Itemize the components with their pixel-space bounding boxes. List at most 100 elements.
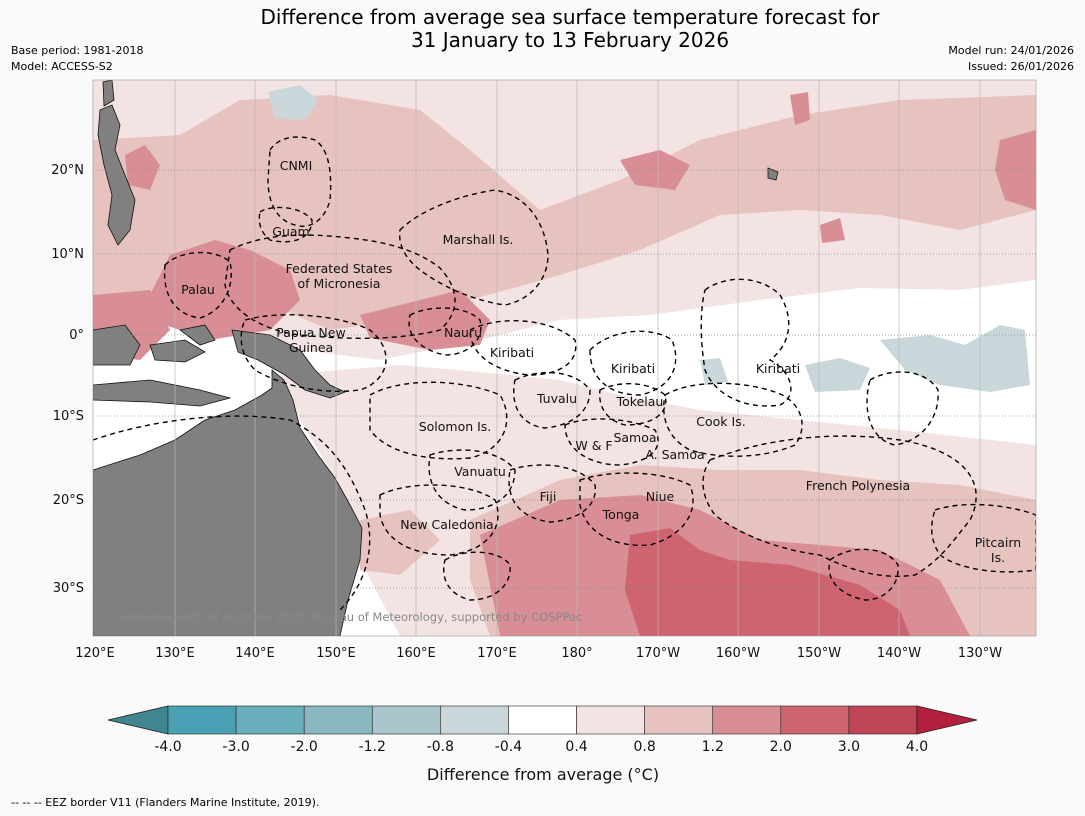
colorbar-tick-label: 2.0 bbox=[770, 739, 792, 755]
label-fsm-line-1: Federated States bbox=[286, 261, 393, 276]
label-kiribati-west: Kiribati bbox=[490, 345, 534, 360]
eez-new-caledonia bbox=[379, 484, 499, 556]
colorbar-tick-label: -2.0 bbox=[291, 739, 318, 755]
label-american-samoa: A. Samoa bbox=[645, 447, 704, 462]
anomaly-field bbox=[93, 80, 1036, 636]
colorbar-segment bbox=[235, 705, 305, 735]
label-kiribati-central: Kiribati bbox=[611, 361, 655, 376]
colorbar-tick-label: -0.4 bbox=[495, 739, 522, 755]
eez-cook bbox=[663, 382, 803, 457]
eez-tuvalu bbox=[513, 371, 591, 429]
indonesia-island-a bbox=[93, 324, 141, 366]
lon-tick-label: 130°W bbox=[958, 646, 1002, 661]
eez-footnote: -- -- -- EEZ border V11 (Flanders Marine… bbox=[11, 796, 320, 809]
issued-date: Issued: 26/01/2026 bbox=[967, 60, 1074, 73]
eez-kiribati-central bbox=[589, 330, 677, 396]
label-fiji: Fiji bbox=[540, 489, 557, 504]
eez-french-polynesia bbox=[702, 435, 977, 577]
colorbar-segment bbox=[712, 705, 782, 735]
philippines-land bbox=[97, 104, 136, 246]
colorbar-segment bbox=[780, 705, 850, 735]
colorbar-segment bbox=[644, 705, 714, 735]
colorbar-segment bbox=[371, 705, 441, 735]
lat-tick-label: 30°S bbox=[53, 581, 84, 596]
label-pitcairn-line-1: Pitcairn bbox=[975, 535, 1021, 550]
eez-guam bbox=[258, 206, 313, 243]
label-new-caledonia: New Caledonia bbox=[400, 517, 493, 532]
anomaly-cool-east-c bbox=[700, 358, 728, 385]
lon-tick-label: 170°E bbox=[477, 646, 517, 661]
latitude-axis: 20°N 10°N 0° 10°S 20°S 30°S bbox=[51, 163, 84, 596]
lon-tick-label: 180° bbox=[561, 646, 592, 661]
colorbar-segment bbox=[576, 705, 645, 735]
graticule bbox=[93, 80, 1036, 636]
eez-fp-east bbox=[866, 371, 939, 446]
map-frame bbox=[92, 79, 1037, 637]
colorbar-segment bbox=[303, 705, 373, 735]
hawaii-land bbox=[767, 167, 779, 181]
indonesia-island-d bbox=[93, 379, 232, 407]
label-png-line-2: Guinea bbox=[289, 340, 333, 355]
eez-south-ring bbox=[828, 548, 899, 601]
anomaly-1-2-nauru bbox=[360, 290, 490, 350]
anomaly-1-2-east-small bbox=[820, 218, 845, 243]
label-guam: Guam bbox=[272, 224, 309, 239]
label-png-line-1: Papua New bbox=[276, 325, 345, 340]
label-french-polynesia: French Polynesia bbox=[806, 478, 910, 493]
eez-fsm bbox=[224, 234, 456, 339]
eez-vanuatu bbox=[428, 449, 516, 511]
eez-norfolk bbox=[443, 551, 511, 601]
colorbar-tick-label: 4.0 bbox=[906, 739, 928, 755]
anomaly-cool-east-b bbox=[805, 358, 870, 392]
colorbar-min-extension bbox=[107, 705, 169, 735]
anomaly-cool-east-a bbox=[880, 325, 1030, 392]
region-labels: CNMI Guam Marshall Is. Federated States … bbox=[181, 158, 1021, 565]
model-run: Model run: 24/01/2026 bbox=[948, 44, 1074, 57]
lon-tick-label: 130°E bbox=[155, 646, 195, 661]
indonesia-island-c bbox=[179, 324, 216, 346]
label-tuvalu: Tuvalu bbox=[536, 391, 577, 406]
base-period: Base period: 1981-2018 bbox=[11, 44, 144, 57]
lat-tick-label: 10°N bbox=[51, 247, 84, 262]
lon-tick-label: 120°E bbox=[75, 646, 115, 661]
eez-australia-east bbox=[93, 415, 371, 611]
title-line-2: 31 January to 13 February 2026 bbox=[410, 28, 730, 52]
colorbar-tick-label: 3.0 bbox=[838, 739, 860, 755]
lat-tick-label: 20°S bbox=[53, 493, 84, 508]
taiwan-land bbox=[102, 80, 115, 107]
lon-tick-label: 160°W bbox=[716, 646, 760, 661]
label-vanuatu: Vanuatu bbox=[454, 464, 506, 479]
colorbar-title: Difference from average (°C) bbox=[427, 765, 659, 784]
label-samoa: Samoa bbox=[613, 430, 656, 445]
lon-tick-label: 150°W bbox=[797, 646, 841, 661]
label-pitcairn-line-2: Is. bbox=[991, 550, 1005, 565]
colorbar-segment bbox=[848, 705, 918, 735]
colorbar-tick-label: 0.8 bbox=[634, 739, 656, 755]
colorbar-segment bbox=[167, 705, 237, 735]
colorbar-segment bbox=[440, 705, 509, 735]
copyright-notice: © Commonwealth of Australia 2026, Bureau… bbox=[98, 610, 582, 624]
eez-samoa-wf bbox=[564, 418, 659, 466]
lon-tick-label: 140°E bbox=[235, 646, 275, 661]
anomaly-1-2-northeast-d bbox=[790, 92, 810, 125]
label-tokelau: Tokelau bbox=[616, 394, 664, 409]
title-line-1: Difference from average sea surface temp… bbox=[260, 5, 880, 29]
eez-borders bbox=[93, 136, 1036, 611]
anomaly-cool-north bbox=[268, 85, 318, 120]
lon-tick-label: 150°E bbox=[316, 646, 356, 661]
meta-left: Base period: 1981-2018 Model: ACCESS-S2 bbox=[11, 43, 143, 75]
anomaly-1-2-northeast-c bbox=[125, 145, 160, 190]
label-cnmi: CNMI bbox=[280, 158, 313, 173]
lat-tick-label: 10°S bbox=[53, 409, 84, 424]
lat-tick-label: 20°N bbox=[51, 163, 84, 178]
lon-tick-label: 170°W bbox=[636, 646, 680, 661]
colorbar-tick-label: -0.8 bbox=[427, 739, 454, 755]
label-palau: Palau bbox=[181, 282, 215, 297]
eez-fiji bbox=[508, 464, 596, 523]
lat-tick-label: 0° bbox=[69, 328, 84, 343]
anomaly-2-0-south bbox=[625, 528, 910, 636]
colorbar-tick-label: 1.2 bbox=[702, 739, 724, 755]
colorbar-tick-label: -4.0 bbox=[154, 739, 181, 755]
eez-solomon bbox=[369, 381, 508, 460]
